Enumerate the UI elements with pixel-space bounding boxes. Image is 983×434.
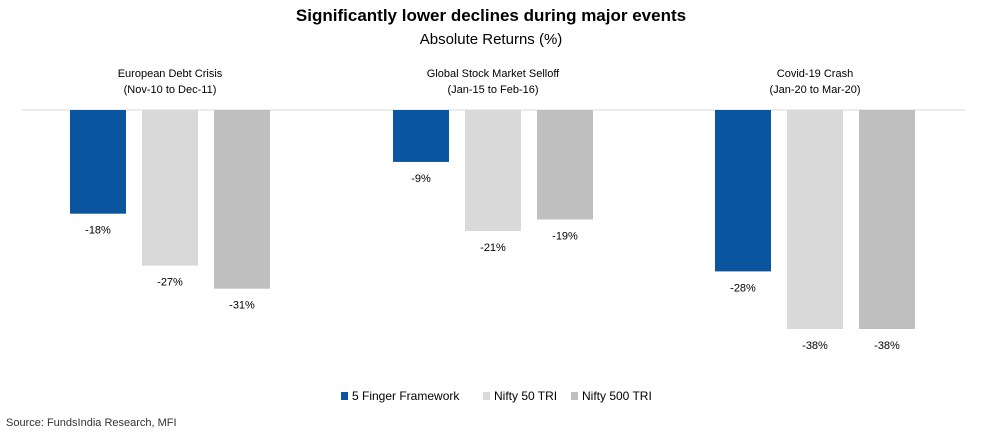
data-label: -31%: [229, 300, 255, 312]
bar: [393, 110, 449, 162]
category-label: Covid-19 Crash: [777, 68, 853, 80]
legend-label: 5 Finger Framework: [352, 389, 460, 403]
category-labels: European Debt Crisis (Nov-10 to Dec-11) Gl…: [118, 68, 861, 96]
data-label: -18%: [85, 225, 111, 237]
bar: [715, 110, 771, 272]
data-label: -38%: [874, 340, 900, 352]
data-label: -9%: [411, 173, 431, 185]
bar: [859, 110, 915, 329]
category-period-label: (Nov-10 to Dec-11): [124, 84, 217, 96]
category-period-label: (Jan-15 to Feb-16): [447, 84, 538, 96]
data-label: -38%: [802, 340, 828, 352]
legend-swatch: [571, 392, 578, 400]
bar: [537, 110, 593, 220]
bar: [214, 110, 270, 289]
data-label: -27%: [157, 277, 183, 289]
data-label: -28%: [730, 282, 756, 294]
category-label: European Debt Crisis: [118, 68, 223, 80]
chart-title: Significantly lower declines during majo…: [296, 6, 686, 25]
legend-swatch: [483, 392, 490, 400]
source-note: Source: FundsIndia Research, MFI: [6, 417, 177, 429]
legend-swatch: [341, 392, 348, 400]
data-label: -21%: [480, 242, 506, 254]
category-label: Global Stock Market Selloff: [427, 68, 560, 80]
bar: [465, 110, 521, 231]
data-label: -19%: [552, 231, 578, 243]
category-period-label: (Jan-20 to Mar-20): [769, 84, 860, 96]
bar: [70, 110, 126, 214]
data-labels: -18% -9% -28% -27% -21% -38% -31% -19% -38%: [85, 173, 900, 352]
bar: [787, 110, 843, 329]
legend: 5 Finger Framework Nifty 50 TRI Nifty 500 …: [341, 389, 652, 403]
legend-label: Nifty 500 TRI: [582, 389, 652, 403]
legend-label: Nifty 50 TRI: [494, 389, 557, 403]
bar: [142, 110, 198, 266]
chart-subtitle: Absolute Returns (%): [420, 31, 563, 48]
bars: [70, 110, 915, 329]
